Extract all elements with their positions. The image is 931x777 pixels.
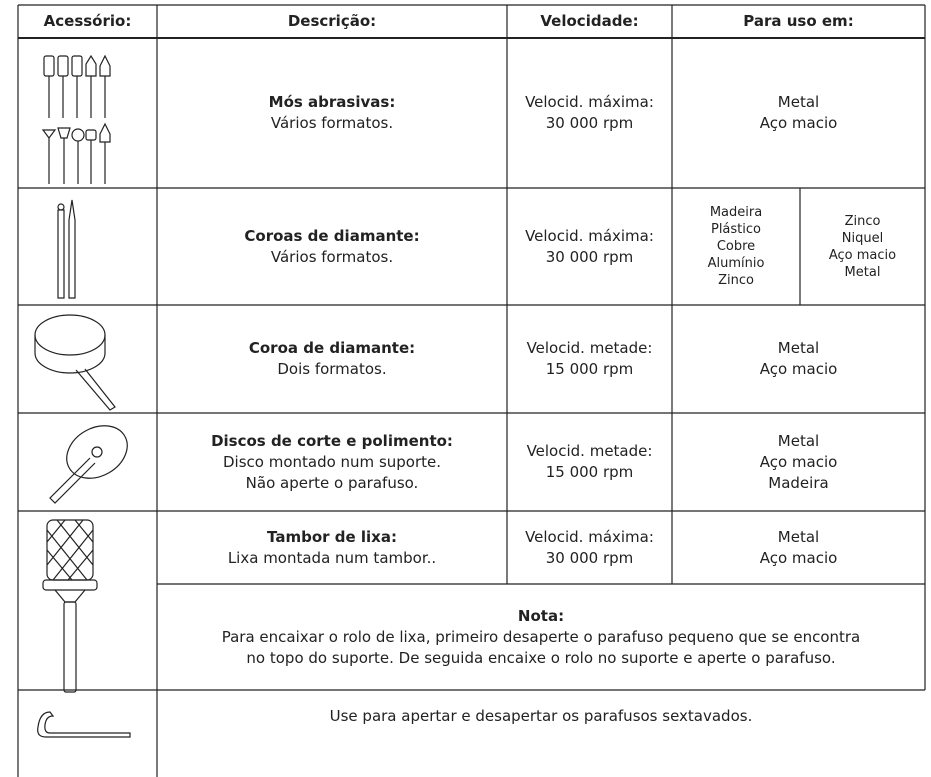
cell-line: Disco montado num suporte. [222,452,442,471]
cell-line: Velocid. máxima: [525,93,654,111]
cell-line: 30 000 rpm [545,247,634,266]
cell-title: Discos de corte e polimento: [211,431,453,450]
cell-title: Coroas de diamante: [244,226,420,245]
icon-cutting-disc [49,425,128,504]
header-cell: Descrição: [157,5,507,38]
use-cell: Metal Aço macio [672,305,925,413]
cell-line: Aço macio [759,114,838,132]
icon-grinding-stones [41,54,111,184]
cell-line: Cobre [716,239,756,254]
cell-title: Mós abrasivas: [268,93,396,111]
cell-line: 30 000 rpm [545,548,634,567]
cell-line: Aço macio [759,548,838,567]
cell-title: Tambor de lixa: [267,527,397,546]
cell-line: Velocid. máxima: [525,226,654,245]
cell-title: Velocidade: [540,12,639,30]
cell-line: Plástico [710,222,761,237]
cell-line: Metal [777,527,820,546]
cell-line: Aço macio [759,452,838,471]
speed-cell: Velocid. metade: 15 000 rpm [507,413,672,511]
note-cell: Nota: Para encaixar o rolo de lixa, prime… [157,584,925,690]
use-cell: Metal Aço macio [672,511,925,584]
header-cell: Acessório: [18,5,157,38]
description-cell: Mós abrasivas: Vários formatos. [157,38,507,188]
cell-line: Niquel [841,230,884,246]
cell-line: 30 000 rpm [545,114,634,132]
use-cell: Metal Aço macio [672,38,925,188]
header-cell: Velocidade: [507,5,672,38]
cell-line: Não aperte o parafuso. [245,473,419,492]
description-cell: Coroas de diamante: Vários formatos. [157,188,507,305]
header-cell: Para uso em: [672,5,925,38]
cell-line: Metal [777,93,820,111]
cell-title: Acessório: [43,12,132,30]
cell-line: Zinco [718,273,754,288]
cell-line: Dois formatos. [277,360,387,378]
cell-line: 15 000 rpm [545,360,634,378]
cell-line: Madeira [768,473,829,492]
cell-title: Descrição: [287,12,377,30]
last-row-cell: Use para apertar e desapertar os parafus… [157,690,925,742]
cell-line: Velocid. máxima: [525,527,654,546]
cell-line: Aço macio [759,360,838,378]
cell-line: Alumínio [707,256,765,271]
cell-title: Coroa de diamante: [248,339,416,357]
cell-title: Para uso em: [743,12,854,30]
use-cell: Madeira Plástico Cobre Alumínio Zinco [672,188,800,305]
cell-line: Metal [844,264,881,280]
cell-line: Lixa montada num tambor.. [227,548,437,567]
cell-line: Velocid. metade: [526,442,653,460]
cell-line: no topo do suporte. De seguida encaixe o… [246,648,836,667]
cell-line: Use para apertar e desapertar os parafus… [329,706,753,725]
cell-line: Vários formatos. [270,114,394,132]
cell-line: Metal [777,339,820,357]
description-cell: Tambor de lixa: Lixa montada num tambor.. [157,511,507,584]
icon-diamond-wheel [34,314,116,411]
cell-line: 15 000 rpm [545,463,634,481]
cell-line: Para encaixar o rolo de lixa, primeiro d… [221,627,861,646]
cell-line: Vários formatos. [270,247,394,266]
cell-line: Velocid. metade: [526,339,653,357]
speed-cell: Velocid. máxima: 30 000 rpm [507,188,672,305]
cell-title: Nota: [517,606,565,625]
description-cell: Coroa de diamante: Dois formatos. [157,305,507,413]
use-cell: Zinco Niquel Aço macio Metal [800,188,925,305]
icon-sanding-drum [42,519,98,693]
speed-cell: Velocid. máxima: 30 000 rpm [507,511,672,584]
icon-diamond-bits [57,199,76,299]
description-cell: Discos de corte e polimento: Disco montad… [157,413,507,511]
cell-line: Madeira [709,205,763,220]
speed-cell: Velocid. metade: 15 000 rpm [507,305,672,413]
speed-cell: Velocid. máxima: 30 000 rpm [507,38,672,188]
cell-line: Metal [777,431,820,450]
icon-hex-key [37,711,131,738]
cell-line: Aço macio [828,247,897,263]
cell-line: Zinco [844,213,881,229]
use-cell: Metal Aço macio Madeira [672,413,925,511]
